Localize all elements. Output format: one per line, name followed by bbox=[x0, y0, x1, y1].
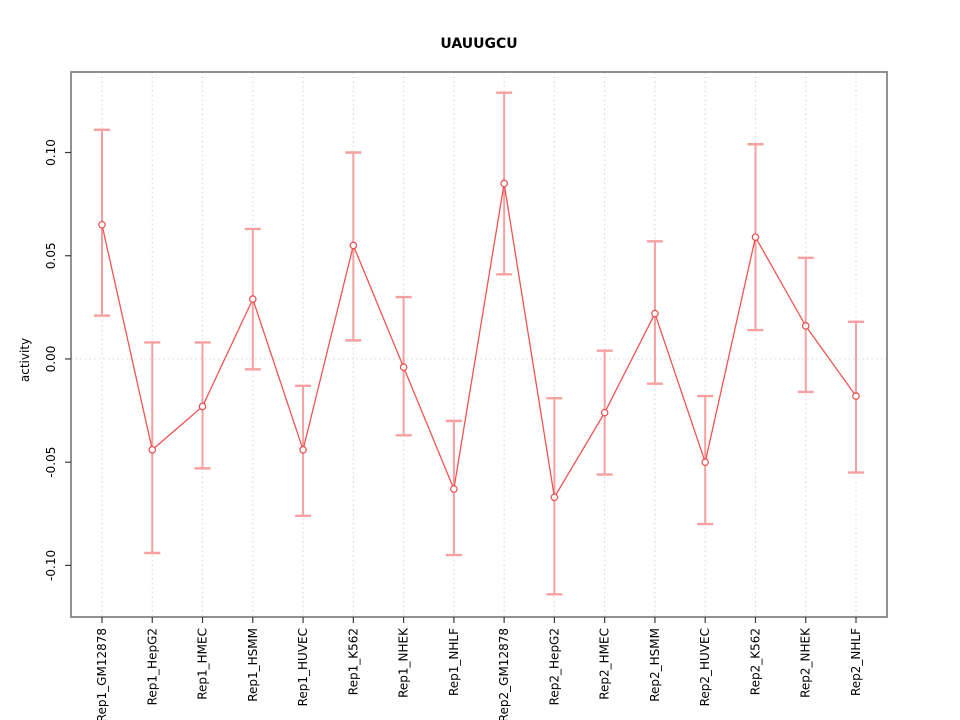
x-tick-label: Rep1_NHEK bbox=[397, 627, 411, 698]
x-tick-label: Rep1_HMEC bbox=[196, 628, 210, 700]
data-point bbox=[751, 233, 760, 241]
y-tick-label: -0.10 bbox=[44, 550, 58, 581]
x-tick-label: Rep1_HUVEC bbox=[296, 628, 310, 706]
plot-box bbox=[70, 71, 888, 618]
x-tick-label: Rep2_NHEK bbox=[799, 627, 813, 698]
x-tick-label: Rep1_HepG2 bbox=[145, 628, 159, 705]
x-tick-label: Rep1_HSMM bbox=[246, 628, 260, 702]
x-tick-label: Rep2_K562 bbox=[748, 628, 762, 695]
series-line bbox=[101, 183, 857, 500]
x-tick-label: Rep1_GM12878 bbox=[95, 628, 109, 720]
data-point bbox=[801, 322, 810, 330]
data-point bbox=[349, 241, 358, 250]
x-tick-label: Rep2_NHLF bbox=[849, 628, 863, 696]
data-point bbox=[399, 363, 408, 372]
x-tick-label: Rep2_HSMM bbox=[648, 628, 662, 702]
x-tick-label: Rep2_HUVEC bbox=[698, 628, 712, 706]
x-tick-label: Rep2_HMEC bbox=[598, 628, 612, 700]
data-point bbox=[249, 295, 257, 303]
y-tick-label: -0.05 bbox=[44, 447, 58, 478]
data-point bbox=[299, 445, 307, 454]
data-point bbox=[600, 408, 609, 417]
x-tick-label: Rep2_GM12878 bbox=[497, 628, 511, 720]
data-point bbox=[450, 485, 458, 493]
data-point bbox=[651, 309, 659, 318]
data-point bbox=[550, 493, 559, 502]
data-point bbox=[148, 445, 157, 454]
x-tick-label: Rep2_HepG2 bbox=[547, 628, 561, 705]
data-point bbox=[98, 220, 106, 229]
chart-title: UAUUGCU bbox=[440, 36, 518, 52]
x-tick-label: Rep1_K562 bbox=[346, 628, 360, 695]
y-axis-label: activity bbox=[18, 337, 32, 383]
data-point bbox=[198, 402, 207, 411]
y-tick-label: 0.05 bbox=[44, 242, 58, 269]
data-point bbox=[852, 392, 860, 400]
y-tick-label: 0.00 bbox=[44, 346, 58, 373]
data-point bbox=[701, 458, 710, 466]
data-point bbox=[500, 179, 508, 188]
x-tick-label: Rep1_NHLF bbox=[447, 628, 461, 696]
y-tick-label: 0.10 bbox=[44, 139, 58, 166]
